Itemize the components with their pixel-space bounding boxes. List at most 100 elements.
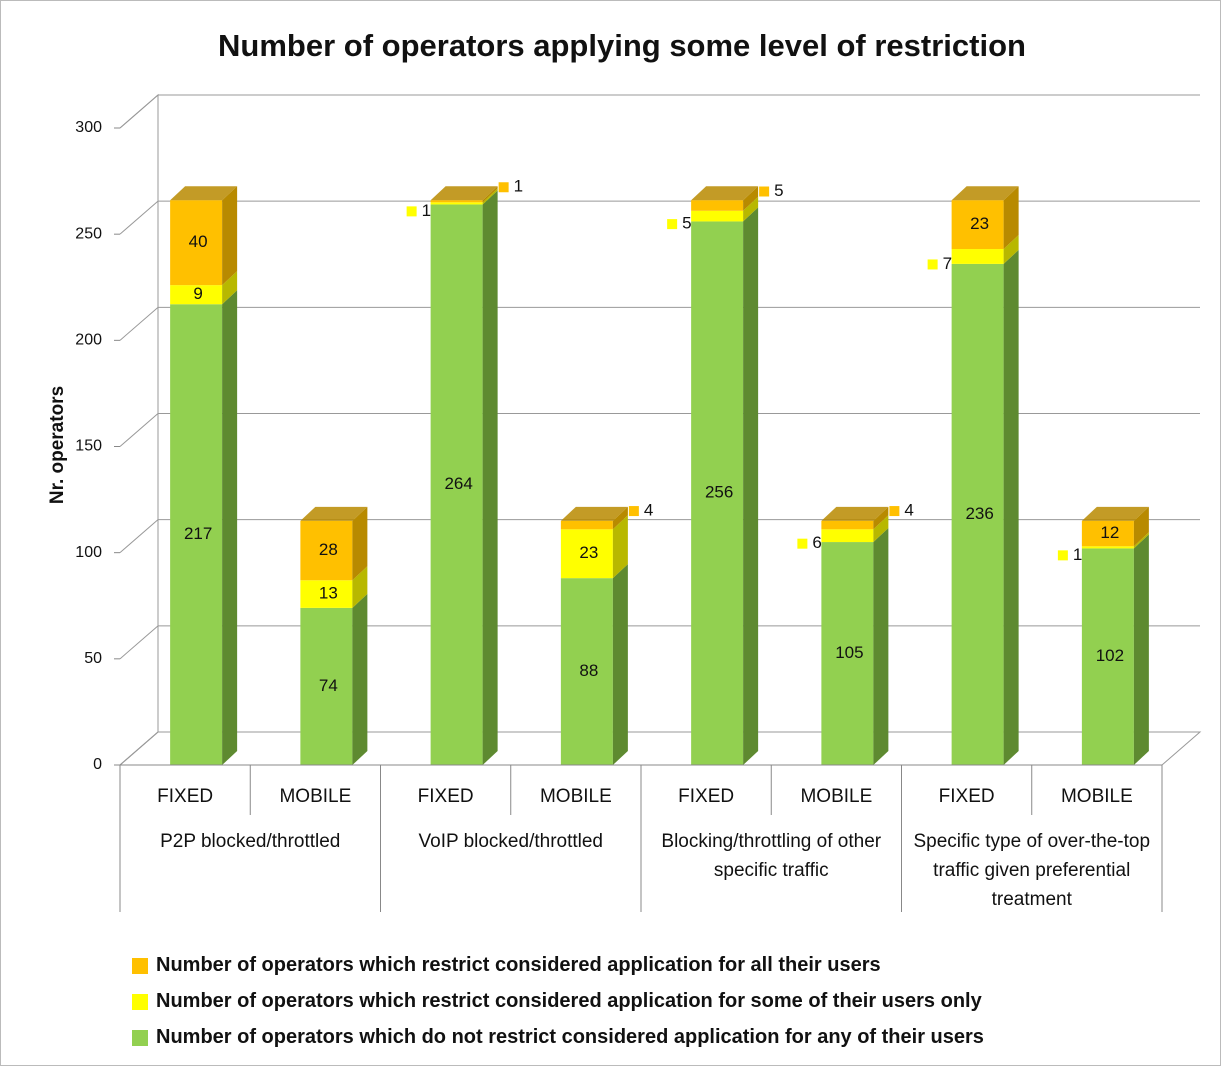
bar-top (691, 186, 759, 201)
grid-line (119, 200, 1200, 235)
bar-segment (691, 221, 744, 766)
y-tick-label: 150 (75, 438, 102, 455)
bar-segment (430, 202, 483, 205)
group-label: P2P blocked/throttled (160, 831, 341, 852)
legend-swatch (132, 993, 148, 1010)
data-label: 236 (965, 504, 993, 523)
legend-item: Number of operators which do not restric… (132, 1026, 984, 1049)
bar-segment (951, 200, 1004, 250)
data-label: 23 (970, 214, 989, 233)
data-label: 217 (184, 524, 212, 543)
grid-line (119, 306, 1200, 341)
bar-side (1003, 249, 1019, 766)
bar-side (222, 290, 238, 765)
data-label: 264 (444, 474, 472, 493)
chart-title: Number of operators applying some level … (218, 28, 1026, 63)
data-label: 7 (943, 254, 952, 273)
legend-label: Number of operators which restrict consi… (156, 954, 881, 976)
grid-line (119, 731, 1200, 766)
grid-line (119, 94, 1200, 129)
bar-top (1081, 506, 1149, 521)
legend-label: Number of operators which restrict consi… (156, 990, 982, 1012)
x-tick-label: MOBILE (1061, 786, 1133, 807)
bar-segment (951, 263, 1004, 765)
y-tick-label: 200 (75, 332, 102, 349)
bar-side (352, 593, 368, 765)
bar-top (430, 186, 498, 201)
group-label: VoIP blocked/throttled (418, 831, 604, 852)
data-label: 12 (1100, 523, 1119, 542)
legend-item: Number of operators which restrict consi… (132, 990, 982, 1013)
data-label: 102 (1096, 646, 1124, 665)
bar-side (743, 207, 759, 766)
legend-item: Number of operators which restrict consi… (132, 954, 881, 977)
data-label: 88 (579, 661, 598, 680)
bar-side (1003, 235, 1019, 264)
group-label: Blocking/throttling of other specific tr… (661, 831, 882, 881)
data-label: 1 (1073, 545, 1082, 564)
bar-side (482, 188, 498, 205)
y-tick-label: 0 (93, 756, 102, 773)
data-label: 105 (835, 643, 863, 662)
bar-side (1133, 534, 1149, 765)
bar-segment (821, 542, 874, 765)
bar-side (873, 506, 889, 530)
bar-segment (1081, 548, 1134, 765)
bar-segment (560, 529, 613, 579)
grid-line (119, 413, 1200, 447)
label-marker (797, 538, 808, 549)
bar-segment (300, 580, 353, 608)
bar-segment (1081, 546, 1134, 549)
data-label: 1 (422, 201, 431, 220)
bar-side (482, 186, 498, 203)
bar-top (300, 506, 368, 521)
bar-top (560, 506, 628, 521)
grid-line (119, 519, 1200, 554)
bar-side (612, 515, 628, 579)
data-label: 28 (319, 540, 338, 559)
bar-side (352, 506, 368, 581)
label-marker (498, 182, 509, 193)
bar-segment (821, 529, 874, 543)
bar-side (612, 506, 628, 530)
bar-side (612, 564, 628, 765)
legend-swatch (132, 957, 148, 974)
label-marker (927, 259, 938, 270)
label-marker (889, 506, 900, 517)
bar-segment (691, 200, 744, 211)
bar-segment (300, 520, 353, 581)
data-label: 23 (579, 543, 598, 562)
data-label: 5 (682, 214, 691, 233)
bar-top (821, 506, 889, 521)
bar-segment (170, 200, 223, 286)
y-tick-label: 250 (75, 225, 102, 242)
data-label: 13 (319, 584, 338, 603)
x-tick-label: FIXED (157, 786, 213, 807)
x-tick-label: FIXED (678, 786, 734, 807)
x-tick-label: MOBILE (279, 786, 351, 807)
floor (119, 731, 1202, 766)
y-axis-label: Nr. operators (47, 386, 68, 504)
y-tick-label: 50 (84, 650, 102, 667)
bar-segment (300, 607, 353, 765)
bar-side (1133, 532, 1149, 549)
bar-segment (691, 210, 744, 222)
y-tick-label: 300 (75, 119, 102, 136)
grid-line (119, 625, 1200, 660)
x-tick-label: MOBILE (800, 786, 872, 807)
bar-segment (560, 578, 613, 765)
bar-segment (951, 249, 1004, 264)
bar-segment (560, 520, 613, 530)
x-tick-label: MOBILE (540, 786, 612, 807)
bar-side (222, 186, 238, 286)
bar-side (1133, 506, 1149, 547)
x-tick-label: FIXED (418, 786, 474, 807)
bar-side (743, 196, 759, 222)
label-marker (759, 186, 770, 197)
group-label: Specific type of over-the-top traffic gi… (913, 831, 1151, 910)
data-label: 1 (514, 177, 523, 196)
bar-segment (821, 520, 874, 530)
label-marker (667, 219, 678, 230)
